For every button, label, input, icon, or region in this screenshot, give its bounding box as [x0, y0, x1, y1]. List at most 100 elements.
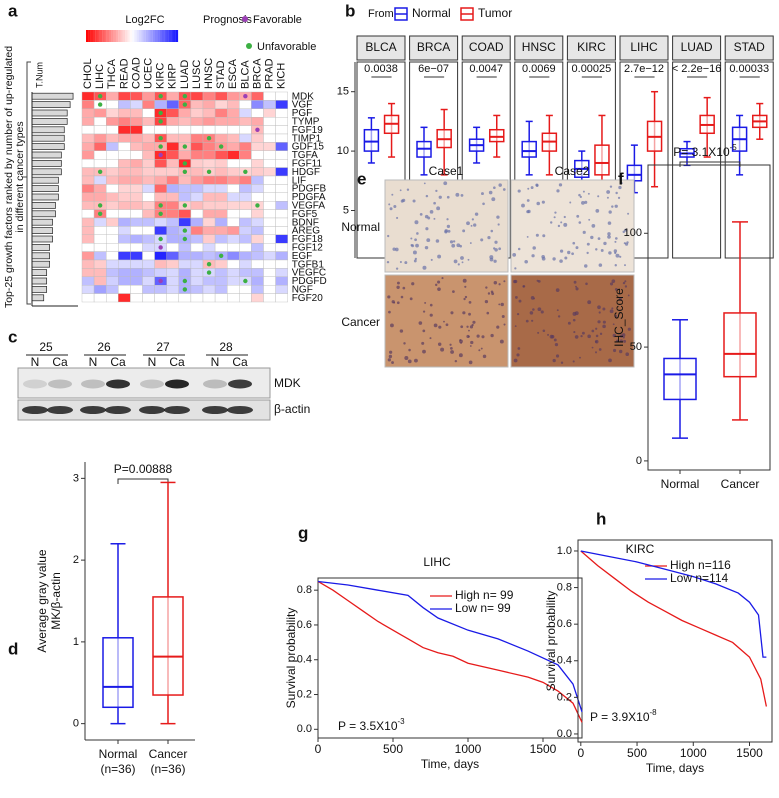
- heat-cell: [118, 285, 131, 294]
- heat-cell: [130, 167, 143, 177]
- heat-cell: [275, 150, 288, 160]
- heat-cell: [202, 200, 216, 210]
- chart-title: KIRC: [626, 542, 655, 556]
- heat-cell: [190, 226, 204, 235]
- heat-cell: [130, 108, 143, 118]
- nucleus: [436, 206, 441, 211]
- y-tick-label: 0.4: [557, 655, 572, 667]
- legend-label: High n=116: [670, 558, 731, 572]
- nucleus: [556, 189, 560, 193]
- facet-strip: [724, 35, 774, 61]
- nucleus: [621, 333, 626, 337]
- nucleus: [482, 354, 487, 359]
- heat-cell: [202, 184, 216, 193]
- heat-cell: [166, 192, 179, 202]
- nucleus: [598, 263, 603, 267]
- facet-title: BRCA: [417, 40, 450, 54]
- colorbar-step: [141, 30, 144, 42]
- colorbar-step: [125, 30, 128, 42]
- nucleus: [493, 281, 498, 285]
- nucleus: [414, 358, 418, 363]
- heat-cell: [105, 242, 119, 252]
- band-label: β-actin: [274, 402, 310, 416]
- y-tick-label: 15: [337, 86, 349, 98]
- heat-cell: [251, 234, 264, 244]
- nucleus: [396, 301, 400, 305]
- colorbar-step: [127, 30, 130, 42]
- nucleus: [597, 237, 601, 240]
- heat-cell: [81, 242, 95, 252]
- heat-cell: [214, 158, 228, 168]
- nucleus: [608, 210, 612, 214]
- nucleus: [404, 356, 409, 361]
- prognosis-dot: [255, 127, 260, 132]
- nucleus: [580, 335, 583, 338]
- nucleus: [487, 236, 491, 240]
- heat-cell: [178, 108, 192, 118]
- nucleus: [389, 207, 393, 211]
- band: [23, 379, 47, 389]
- y-tick-label: 3: [73, 472, 79, 484]
- heat-cell: [214, 217, 228, 227]
- nucleus: [468, 312, 471, 316]
- x-tick-label: 1500: [530, 742, 557, 756]
- nucleus: [532, 308, 535, 311]
- heat-cell: [105, 167, 119, 177]
- y-tick-label: 0: [73, 718, 79, 730]
- nucleus: [410, 243, 413, 247]
- heat-cell: [214, 108, 228, 118]
- heat-cell: [130, 276, 143, 286]
- row-label: Cancer: [341, 315, 380, 329]
- heat-cell: [81, 268, 95, 277]
- y-tick-label: 0.4: [297, 654, 312, 666]
- heat-cell: [142, 285, 155, 294]
- heat-cell: [275, 259, 288, 269]
- nucleus: [462, 311, 466, 315]
- x-tick-label: 500: [383, 742, 403, 756]
- heat-cell: [251, 293, 264, 303]
- heat-cell: [105, 276, 119, 286]
- nucleus: [485, 286, 488, 289]
- heat-cell: [263, 259, 276, 269]
- heat-cell: [275, 200, 288, 210]
- nucleus: [619, 339, 623, 343]
- heat-cell: [263, 100, 276, 110]
- nucleus: [466, 325, 469, 328]
- nucleus: [411, 282, 415, 286]
- lane-label: N: [31, 355, 40, 369]
- nucleus: [560, 221, 563, 224]
- nucleus: [517, 189, 521, 193]
- nucleus: [581, 331, 585, 335]
- heat-cell: [166, 125, 179, 135]
- heat-cell: [105, 184, 119, 193]
- heat-cell: [214, 285, 228, 294]
- tnum-bar: [31, 269, 48, 276]
- heat-cell: [93, 184, 107, 193]
- row-label: TGFA: [292, 150, 318, 161]
- tnum-bar: [31, 227, 53, 234]
- nucleus: [430, 258, 433, 261]
- colorbar-step: [175, 30, 179, 42]
- colorbar-step: [155, 30, 158, 42]
- heat-cell: [118, 108, 131, 118]
- prognosis-dot: [97, 211, 103, 216]
- heat-cell: [93, 268, 107, 277]
- nucleus: [573, 331, 576, 334]
- nucleus: [463, 297, 466, 301]
- heat-cell: [81, 158, 95, 168]
- band: [202, 406, 228, 414]
- nucleus: [608, 358, 612, 363]
- heat-cell: [93, 125, 107, 135]
- heat-cell: [93, 251, 107, 261]
- nucleus: [624, 228, 628, 232]
- prognosis-dot: [158, 94, 163, 99]
- nucleus: [622, 336, 625, 339]
- y-tick-label: 100: [624, 227, 642, 239]
- heat-cell: [166, 226, 179, 235]
- nucleus: [464, 285, 467, 288]
- nucleus: [399, 329, 404, 333]
- column-label: STAD: [215, 60, 227, 89]
- nucleus: [489, 255, 494, 260]
- nucleus: [567, 250, 571, 255]
- nucleus: [574, 335, 579, 339]
